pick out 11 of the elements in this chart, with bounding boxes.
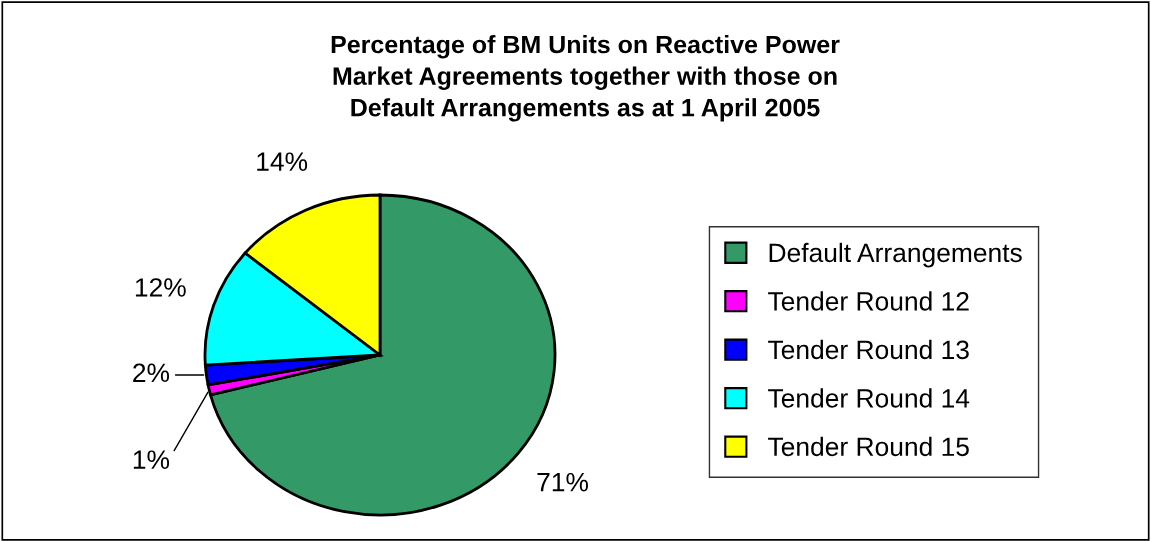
legend-label: Tender Round 14	[768, 388, 970, 408]
data-label: 71%	[537, 472, 588, 492]
legend-label: Tender Round 15	[768, 436, 969, 457]
legend-label: Default Arrangements	[769, 242, 1022, 268]
legend-label: Tender Round 12	[768, 291, 969, 311]
data-label: 1%	[133, 450, 170, 469]
legend-label: Tender Round 13	[768, 339, 969, 360]
chart-title: Percentage of BM Units on Reactive Power Market Agreements together with those on Default Arrangements as at 1 April 2005	[331, 35, 840, 122]
data-label: 14%	[257, 152, 308, 171]
data-label: 2%	[133, 363, 170, 383]
data-label: 12%	[135, 278, 186, 297]
